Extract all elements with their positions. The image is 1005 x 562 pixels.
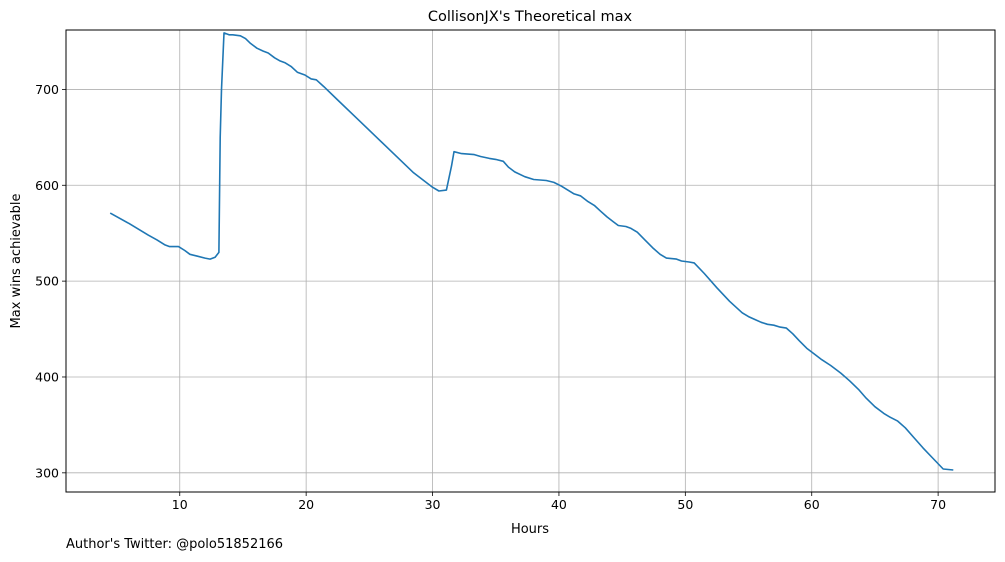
- y-tick-label: 700: [35, 82, 59, 97]
- data-series: [109, 32, 954, 471]
- x-tick-label: 70: [930, 497, 946, 512]
- x-axis-label: Hours: [511, 522, 549, 537]
- x-tick-label: 50: [677, 497, 693, 512]
- series-line: [109, 32, 954, 471]
- y-tick-label: 600: [35, 178, 59, 193]
- plot-frame: [65, 29, 996, 493]
- x-tick-label: 10: [172, 497, 188, 512]
- axis-ticks: 10 20 30 40 50 60 70 300 400 500 600 700: [35, 82, 946, 512]
- x-tick-label: 20: [298, 497, 314, 512]
- grid-lines: [66, 30, 995, 492]
- y-axis-label: Max wins achievable: [9, 194, 24, 329]
- author-credit: Author's Twitter: @polo51852166: [66, 537, 284, 552]
- x-tick-label: 40: [551, 497, 567, 512]
- chart-title: CollisonJX's Theoretical max: [428, 9, 633, 25]
- y-tick-label: 300: [35, 465, 59, 480]
- x-tick-label: 30: [425, 497, 441, 512]
- y-tick-label: 500: [35, 274, 59, 289]
- x-tick-label: 60: [804, 497, 820, 512]
- y-tick-label: 400: [35, 369, 59, 384]
